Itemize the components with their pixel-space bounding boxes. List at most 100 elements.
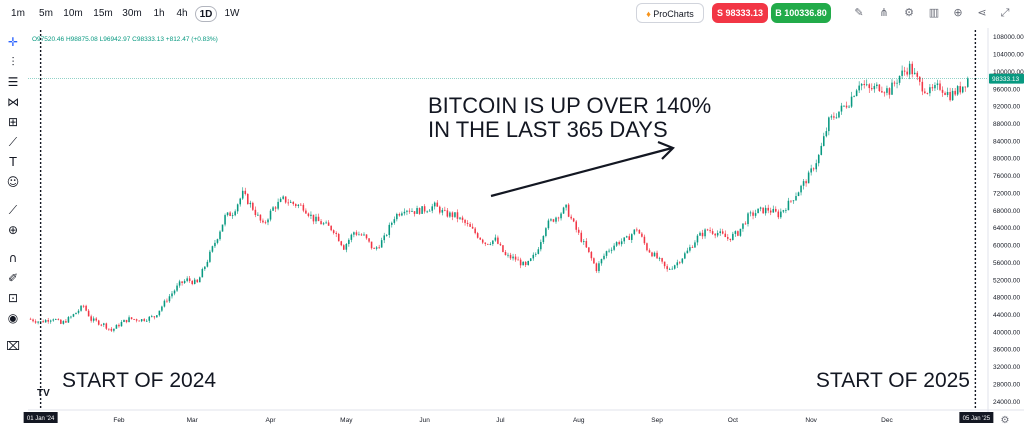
candle-body [355, 232, 358, 235]
candle-body [249, 202, 252, 205]
candle-body [441, 209, 444, 213]
candle-body [828, 117, 830, 132]
candle-body [277, 201, 279, 209]
candle-body [817, 154, 820, 164]
procharts-button[interactable]: ♦ ProCharts [636, 3, 704, 23]
lock-icon[interactable]: ⊡ [7, 291, 19, 305]
emoji-icon[interactable]: ☺ [6, 175, 20, 189]
brush-icon[interactable]: ⟋ [8, 135, 18, 149]
candle-body [252, 202, 254, 210]
dot-line-icon[interactable]: ⫶ [11, 55, 15, 69]
candle-body [90, 316, 92, 321]
trash-icon[interactable]: ⌧ [6, 339, 20, 353]
zoom-icon[interactable]: ⊕ [7, 223, 19, 237]
candle-body [151, 316, 153, 318]
candle-body [181, 281, 183, 283]
candle-body [360, 234, 363, 236]
candle-body [113, 328, 115, 331]
buy-button[interactable]: B 100336.80 [771, 3, 831, 23]
time-axis: Feb Mar Apr May Jun Jul Aug Sep Oct Nov Dec [113, 417, 893, 424]
ohlc-low: L96942.97 [99, 36, 131, 43]
candle-body [80, 305, 82, 311]
candle-body [656, 252, 658, 259]
candle-body [615, 242, 618, 246]
candle-body [967, 78, 969, 87]
gear-icon[interactable]: ⚙ [904, 6, 914, 19]
annotation-line: BITCOIN IS UP OVER 140% [428, 93, 711, 118]
candle-body [259, 214, 262, 221]
ruler-icon[interactable]: ⟋ [8, 203, 18, 217]
candle-body [368, 238, 370, 242]
text-icon[interactable]: T [9, 155, 17, 169]
candle-body [413, 211, 416, 214]
timeframe-1h[interactable]: 1h [153, 8, 165, 19]
sell-button[interactable]: S 98333.13 [712, 3, 768, 23]
candle-body [335, 232, 337, 234]
x-tick-label: Jul [496, 417, 505, 424]
candle-body [380, 240, 383, 248]
y-tick-label: 68000.00 [993, 208, 1020, 215]
candle-body [896, 82, 898, 84]
candle-body [401, 213, 403, 216]
candle-body [201, 269, 204, 278]
candle-body [363, 234, 365, 236]
timeframe-30m[interactable]: 30m [122, 8, 142, 19]
candle-body [946, 91, 949, 95]
timeframe-1w[interactable]: 1W [224, 8, 240, 19]
horizontal-lines-icon[interactable]: ☰ [7, 75, 19, 89]
candle-body [588, 247, 590, 253]
candle-body [34, 321, 37, 323]
y-tick-label: 44000.00 [993, 312, 1020, 319]
candle-body [82, 305, 85, 307]
fib-icon[interactable]: ⊞ [7, 115, 19, 129]
crosshair-icon[interactable]: ✛ [7, 35, 19, 49]
timeframe-15m[interactable]: 15m [93, 8, 113, 19]
x-tick-label: Sep [651, 417, 663, 424]
ohlc-close: C98333.13 [132, 36, 164, 43]
candle-body [133, 319, 135, 320]
candle-body [322, 223, 325, 225]
candle-body [365, 234, 368, 239]
plus-circle-icon[interactable]: ⊕ [953, 6, 963, 19]
candle-body [307, 213, 310, 216]
timeframe-1m[interactable]: 1m [11, 8, 25, 19]
candle-body [241, 190, 244, 199]
signal-icon[interactable]: ⋔ [879, 6, 889, 19]
timeframe-4h[interactable]: 4h [176, 8, 188, 19]
x-tick-label: Jun [419, 417, 430, 424]
candle-body [423, 206, 426, 212]
pencil-icon[interactable]: ✎ [854, 6, 864, 19]
candle-body [489, 244, 492, 245]
eye-icon[interactable]: ◉ [7, 311, 19, 325]
candle-body [274, 207, 277, 209]
candle-body [398, 214, 401, 216]
candle-body [163, 300, 166, 307]
lock-drawing-icon[interactable]: ✐ [7, 271, 19, 285]
timeframe-5m[interactable]: 5m [39, 8, 53, 19]
candle-body [676, 262, 679, 266]
candle-body [70, 316, 72, 318]
timeframe-10m[interactable]: 10m [63, 8, 83, 19]
pattern-icon[interactable]: ⋈ [7, 95, 19, 109]
ohlc-change: +812.47 (+0.83%) [165, 36, 218, 43]
candle-body [954, 90, 956, 95]
candle-body [128, 317, 130, 323]
candle-body [92, 318, 95, 321]
candle-body [646, 243, 648, 251]
magnet-icon[interactable]: ∩ [8, 251, 18, 265]
candle-body [191, 280, 193, 285]
candle-body [509, 254, 512, 259]
fullscreen-icon[interactable]: ⤢ [1000, 6, 1010, 19]
y-tick-label: 48000.00 [993, 295, 1020, 302]
candle-body [638, 230, 641, 234]
indicators-icon[interactable]: ▥ [928, 6, 940, 19]
candles [29, 60, 969, 333]
candle-body [747, 213, 749, 225]
candle-body [522, 261, 524, 266]
candle-body [737, 231, 739, 236]
candle-body [224, 215, 226, 225]
share-icon[interactable]: ⋖ [977, 6, 987, 19]
timeframe-1d[interactable]: 1D [195, 6, 217, 22]
candle-body [315, 216, 317, 222]
